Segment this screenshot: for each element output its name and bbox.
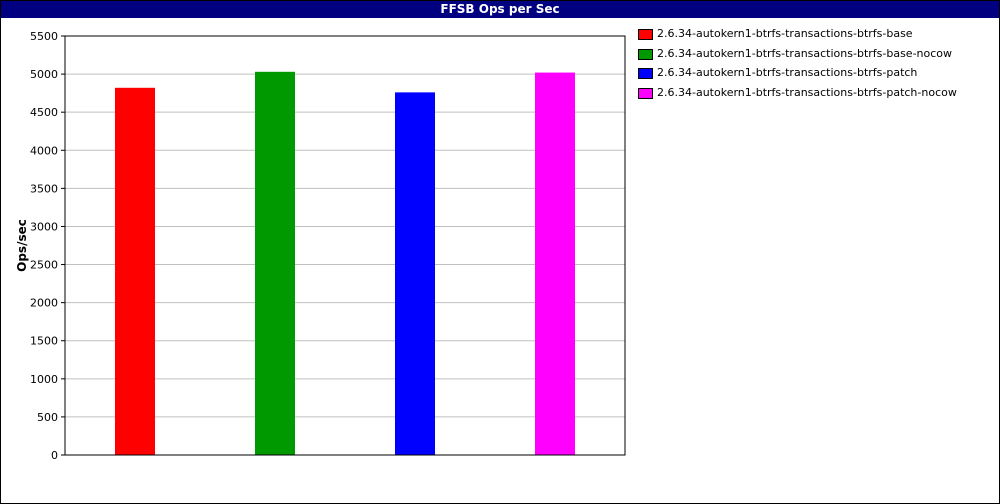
y-tick-label: 1000 xyxy=(30,373,58,386)
legend-label: 2.6.34-autokern1-btrfs-transactions-btrf… xyxy=(657,66,918,79)
y-tick-label: 2500 xyxy=(30,259,58,272)
plot-border xyxy=(64,35,626,456)
y-tick-label: 0 xyxy=(51,449,58,462)
y-tick-label: 5000 xyxy=(30,68,58,81)
legend-swatch xyxy=(638,48,653,60)
legend-label: 2.6.34-autokern1-btrfs-transactions-btrf… xyxy=(657,46,953,60)
y-tick-label: 2000 xyxy=(30,297,58,310)
legend-label: 2.6.34-autokern1-btrfs-transactions-btrf… xyxy=(657,85,957,99)
bar xyxy=(115,87,155,455)
y-tick-label: 4000 xyxy=(30,144,58,157)
y-tick-label: 500 xyxy=(37,411,58,424)
y-axis-label: Ops/sec xyxy=(15,219,29,272)
legend-swatch xyxy=(638,87,653,99)
bar xyxy=(255,71,295,456)
y-tick-label: 3500 xyxy=(30,182,58,195)
y-tick-label: 1500 xyxy=(30,335,58,348)
bar xyxy=(395,92,435,455)
y-tick-label: 3000 xyxy=(30,220,58,233)
y-tick-label: 4500 xyxy=(30,106,58,119)
plot-area xyxy=(65,36,625,455)
legend-swatch xyxy=(638,29,653,40)
title-bar: FFSB Ops per Sec xyxy=(1,1,999,18)
legend-label: 2.6.34-autokern1-btrfs-transactions-btrf… xyxy=(657,27,913,40)
bar xyxy=(535,72,575,456)
y-tick-label: 5500 xyxy=(30,30,58,43)
chart-title: FFSB Ops per Sec xyxy=(440,2,560,16)
legend-swatch xyxy=(638,68,653,79)
